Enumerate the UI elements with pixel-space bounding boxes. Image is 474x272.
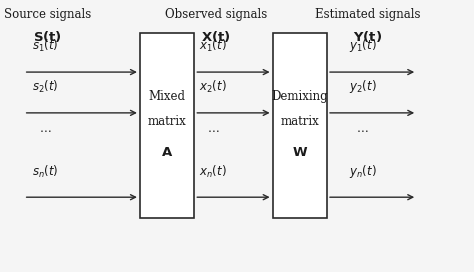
Text: $\mathbf{S(t)}$: $\mathbf{S(t)}$	[33, 29, 62, 44]
Text: Observed signals: Observed signals	[164, 8, 267, 21]
Text: $x_2(t)$: $x_2(t)$	[200, 79, 227, 95]
Bar	[140, 33, 194, 218]
Text: Source signals: Source signals	[4, 8, 91, 21]
Text: $\cdots$: $\cdots$	[39, 123, 51, 136]
Text: $\mathbf{X(t)}$: $\mathbf{X(t)}$	[201, 29, 230, 44]
Text: matrix: matrix	[281, 115, 319, 128]
Text: Demixing: Demixing	[272, 90, 328, 103]
Text: $\cdots$: $\cdots$	[356, 123, 369, 136]
Text: $\mathbf{Y(t)}$: $\mathbf{Y(t)}$	[353, 29, 382, 44]
Text: $\mathbf{W}$: $\mathbf{W}$	[292, 146, 308, 159]
Text: $y_2(t)$: $y_2(t)$	[349, 78, 376, 95]
Text: $\mathbf{A}$: $\mathbf{A}$	[161, 146, 173, 159]
Text: Estimated signals: Estimated signals	[315, 8, 420, 21]
Text: $s_n(t)$: $s_n(t)$	[32, 163, 58, 180]
Text: $x_n(t)$: $x_n(t)$	[200, 163, 227, 180]
Text: $y_n(t)$: $y_n(t)$	[349, 162, 376, 180]
Text: matrix: matrix	[148, 115, 186, 128]
Text: Mixed: Mixed	[148, 90, 186, 103]
Text: $\cdots$: $\cdots$	[207, 123, 219, 136]
Text: $y_1(t)$: $y_1(t)$	[349, 37, 376, 54]
Text: $x_1(t)$: $x_1(t)$	[200, 38, 227, 54]
Text: $s_1(t)$: $s_1(t)$	[32, 38, 58, 54]
Text: $s_2(t)$: $s_2(t)$	[32, 79, 58, 95]
Bar	[273, 33, 327, 218]
